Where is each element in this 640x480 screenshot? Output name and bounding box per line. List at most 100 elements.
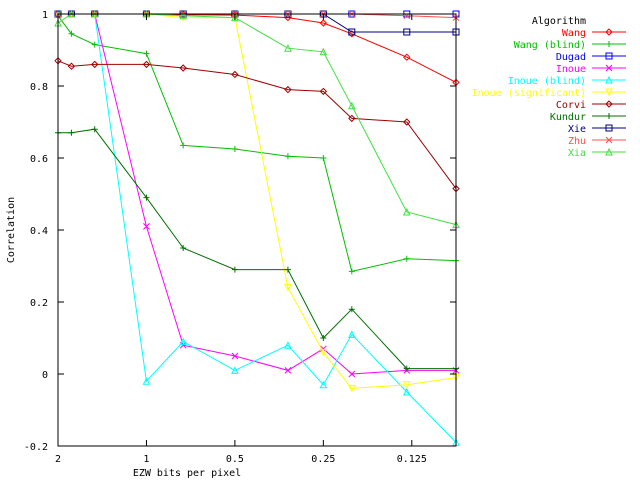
legend-marker xyxy=(605,28,613,36)
legend-label: Xia xyxy=(568,148,586,159)
data-point xyxy=(231,70,239,79)
data-point xyxy=(284,153,291,160)
legend-title: Algorithm xyxy=(532,16,586,27)
data-point xyxy=(402,381,411,389)
data-point xyxy=(67,62,76,70)
data-point xyxy=(284,85,292,94)
data-point xyxy=(319,348,328,357)
x-tick-label: 2 xyxy=(55,454,61,465)
series-corvi xyxy=(54,57,460,193)
legend-item: Wang (blind) xyxy=(514,40,626,51)
legend-marker xyxy=(605,64,613,72)
data-point xyxy=(403,255,410,262)
y-tick-label: 0.2 xyxy=(30,298,48,309)
data-point xyxy=(143,194,150,201)
legend-marker xyxy=(606,113,612,119)
data-point xyxy=(179,64,187,72)
data-point xyxy=(319,380,328,389)
legend-marker xyxy=(605,136,613,144)
x-axis-label: EZW bits per pixel xyxy=(133,468,241,479)
legend-label: Inoue (blind) xyxy=(508,76,586,87)
data-point xyxy=(403,28,411,36)
data-point xyxy=(284,266,291,273)
legend-label: Wang (blind) xyxy=(514,40,586,51)
y-tick-label: 0.6 xyxy=(30,154,48,165)
data-point xyxy=(284,341,292,349)
data-point xyxy=(91,41,98,48)
legend-item: Wang xyxy=(562,28,626,39)
data-point xyxy=(143,223,150,230)
data-point xyxy=(231,146,238,152)
data-point xyxy=(348,101,356,110)
legend-label: Inoue xyxy=(556,64,586,75)
data-point xyxy=(348,306,355,313)
data-point xyxy=(284,44,292,52)
data-point xyxy=(348,370,356,378)
data-point xyxy=(91,60,99,69)
axes: -0.2 0 0.2 0.4 0.6 0.8 1 2 1 0.5 0.25 0.125 xyxy=(24,10,457,465)
legend-marker xyxy=(605,52,613,60)
legend-item: Kundur xyxy=(550,112,626,123)
data-point xyxy=(231,13,239,22)
data-point xyxy=(320,335,327,341)
data-point xyxy=(142,60,151,69)
legend-marker xyxy=(605,147,613,156)
data-point xyxy=(142,377,151,385)
data-point xyxy=(231,366,239,374)
data-point xyxy=(403,118,411,126)
data-point xyxy=(180,142,187,149)
data-point xyxy=(91,126,98,133)
data-point xyxy=(284,284,292,292)
data-point xyxy=(348,30,356,38)
legend-label: Dugad xyxy=(556,52,586,63)
y-tick-label: 0.8 xyxy=(30,82,48,93)
legend-marker xyxy=(605,75,613,84)
data-point xyxy=(348,268,355,275)
data-point xyxy=(348,28,356,36)
data-point xyxy=(348,384,356,393)
y-tick-label: 0 xyxy=(42,370,48,381)
data-point xyxy=(68,129,75,136)
legend-item: Xie xyxy=(568,124,626,135)
data-point xyxy=(320,155,327,161)
y-tick-label: -0.2 xyxy=(24,442,48,453)
data-point xyxy=(68,30,75,37)
legend-item: Corvi xyxy=(556,100,626,111)
x-tick-label: 0.5 xyxy=(226,454,244,465)
legend-item: Dugad xyxy=(556,52,626,63)
data-point xyxy=(319,87,328,96)
legend-label: Xie xyxy=(568,124,586,135)
legend-marker xyxy=(605,100,613,108)
data-point xyxy=(348,330,356,338)
legend-marker xyxy=(605,88,613,97)
legend-label: Corvi xyxy=(556,100,586,111)
data-point xyxy=(403,53,411,61)
y-tick-label: 1 xyxy=(42,10,48,21)
data-point xyxy=(319,19,328,27)
data-point xyxy=(402,387,411,396)
legend-label: Inoue (significant) xyxy=(472,88,586,99)
y-axis-label: Correlation xyxy=(6,197,17,263)
series-line xyxy=(57,60,457,189)
data-point xyxy=(284,367,292,374)
legend-item: Xia xyxy=(568,147,626,159)
legend-label: Wang xyxy=(562,28,586,39)
legend-marker xyxy=(606,41,612,47)
x-tick-label: 0.25 xyxy=(311,454,335,465)
data-point xyxy=(231,352,239,360)
legend-item: Zhu xyxy=(568,136,626,147)
data-point xyxy=(143,50,150,57)
data-point xyxy=(179,337,187,346)
data-point xyxy=(348,114,356,123)
y-tick-label: 0.4 xyxy=(30,226,48,237)
x-tick-label: 0.125 xyxy=(397,454,427,465)
legend-label: Kundur xyxy=(550,112,586,123)
data-point xyxy=(319,47,328,56)
legend-item: Inoue xyxy=(556,64,626,75)
x-tick-label: 1 xyxy=(143,454,149,465)
data-point xyxy=(402,207,411,216)
legend-item: Inoue (blind) xyxy=(508,75,626,87)
data-point xyxy=(403,365,410,372)
